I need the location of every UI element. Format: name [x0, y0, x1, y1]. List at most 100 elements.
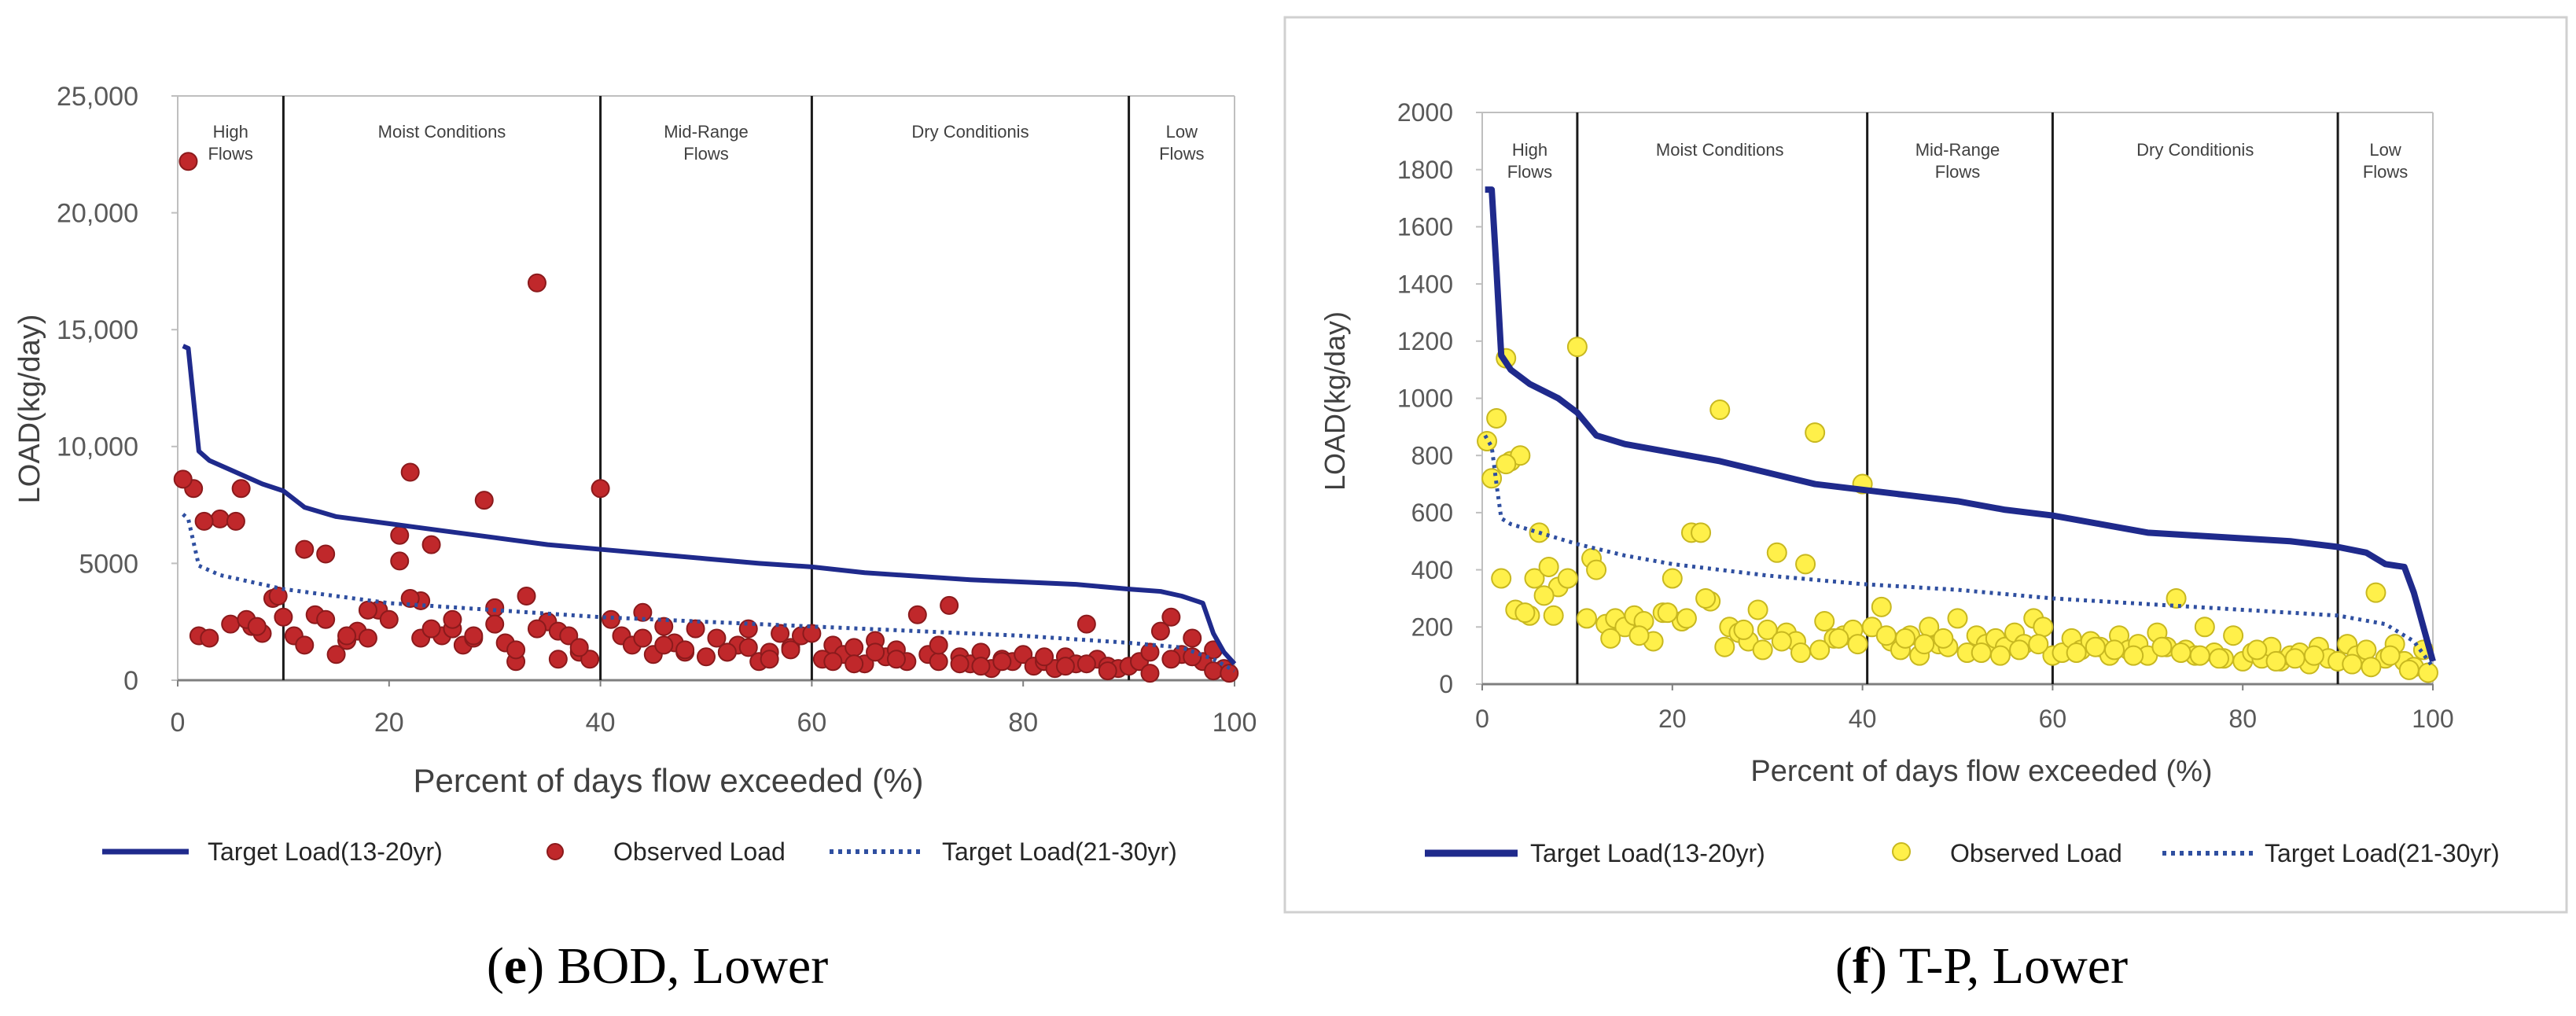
target-load-21-30yr-line — [1483, 434, 2435, 668]
observed-load-point — [1533, 585, 1555, 606]
y-tick-label: 1200 — [1397, 327, 1453, 355]
target-load-13-20yr-line — [1485, 186, 2436, 662]
observed-load-point — [316, 544, 336, 564]
caption-letter-e: e — [504, 937, 527, 995]
y-tick-label: 1000 — [1397, 385, 1453, 413]
observed-load-point — [1971, 642, 1992, 664]
legend-marker-swatch-f — [1892, 842, 1911, 861]
y-tick-label: 20,000 — [57, 199, 138, 229]
observed-load-point — [2265, 650, 2287, 672]
observed-load-point — [781, 640, 800, 660]
observed-load-point — [1676, 608, 1697, 629]
x-axis-title-f: Percent of days flow exceeded (%) — [1750, 755, 2212, 788]
observed-load-point — [1076, 654, 1096, 674]
observed-load-point — [1733, 619, 1754, 640]
chart-panel-e: 0 5000 10,000 15,000 20,000 25,000 0 20 40 60 80 10… — [13, 82, 1257, 995]
y-tick-label: 1800 — [1397, 156, 1453, 184]
observed-load-point — [379, 609, 399, 629]
observed-load-point — [1543, 605, 1564, 626]
observed-load-point — [358, 600, 377, 620]
observed-load-point — [845, 654, 864, 674]
observed-load-point — [1514, 602, 1536, 624]
observed-load-point — [760, 650, 779, 669]
observed-load-point — [316, 609, 336, 629]
observed-load-point — [569, 638, 589, 657]
observed-load-point — [358, 628, 377, 648]
observed-load-point — [485, 598, 505, 617]
observed-load-point — [400, 462, 420, 482]
observed-load-point — [295, 539, 315, 559]
observed-load-point — [390, 525, 410, 545]
observed-load-point — [1871, 596, 1892, 617]
observed-load-point — [527, 273, 546, 293]
observed-load-point — [2365, 582, 2386, 603]
y-tick-label: 2000 — [1397, 98, 1453, 127]
observed-load-point — [2189, 645, 2210, 666]
observed-load-point — [1220, 664, 1239, 683]
x-tick-label: 0 — [1475, 705, 1489, 733]
y-tick-label: 15,000 — [57, 315, 138, 345]
observed-load-point — [173, 469, 193, 489]
observed-load-point — [686, 619, 705, 639]
observed-load-point — [178, 152, 198, 171]
flow-zone-label: Moist Conditions — [378, 122, 506, 142]
observed-load-point — [194, 511, 214, 531]
y-tick-label: 400 — [1411, 556, 1453, 584]
observed-load-point — [1055, 657, 1075, 676]
legend-label-target-13-20-e: Target Load(13-20yr) — [208, 837, 443, 866]
observed-load-point — [474, 491, 494, 510]
observed-load-point — [268, 587, 288, 606]
observed-load-point — [738, 638, 758, 657]
observed-load-point — [1895, 628, 1916, 649]
observed-load-point — [1771, 631, 1792, 652]
observed-load-point — [2356, 639, 2377, 661]
observed-load-point — [1600, 628, 1621, 649]
observed-load-point — [1557, 568, 1578, 589]
observed-load-point — [802, 624, 822, 643]
observed-load-point — [247, 617, 267, 636]
observed-load-point — [1576, 608, 1597, 629]
observed-load-point — [1204, 661, 1224, 681]
observed-load-point — [2151, 636, 2173, 657]
caption-f: (f) T-P, Lower — [1835, 937, 2128, 995]
legend-f: Target Load(13-20yr) Observed Load Targe… — [1425, 839, 2500, 867]
observed-load-point — [2033, 617, 2054, 638]
observed-load-point — [823, 652, 843, 672]
x-tick-label: 40 — [586, 708, 616, 738]
x-tick-label: 0 — [171, 708, 186, 738]
observed-load-point — [2247, 639, 2268, 661]
observed-load-point — [907, 605, 927, 624]
observed-load-point — [971, 657, 991, 676]
legend-e: Target Load(13-20yr) Observed Load Targe… — [102, 837, 1177, 866]
legend-label-observed-f: Observed Load — [1950, 839, 2122, 867]
observed-load-point — [464, 626, 484, 646]
legend-marker-swatch-e — [546, 843, 564, 860]
caption-text-f: ) T-P, Lower — [1870, 937, 2128, 995]
observed-load-point — [1477, 431, 1498, 452]
x-tick-label: 40 — [1849, 705, 1877, 733]
observed-load-point — [591, 479, 610, 499]
observed-load-point — [580, 650, 600, 669]
observed-load-point — [443, 609, 462, 629]
observed-load-point — [1481, 468, 1503, 489]
observed-load-point — [1809, 639, 1831, 661]
observed-load-point — [1183, 628, 1202, 648]
observed-load-point — [1828, 628, 1849, 649]
observed-load-point — [1790, 642, 1812, 664]
observed-load-point — [527, 619, 546, 639]
observed-load-point — [675, 640, 695, 660]
flow-zone-label: Low Flows — [1159, 122, 1204, 164]
observed-load-point — [2303, 645, 2324, 666]
observed-load-point — [866, 642, 885, 662]
y-tick-label: 1600 — [1397, 213, 1453, 241]
observed-load-point — [1657, 602, 1678, 624]
observed-load-point — [929, 652, 948, 672]
observed-load-point — [2361, 657, 2382, 678]
observed-load-point — [845, 638, 864, 657]
observed-load-point — [1691, 522, 1712, 543]
observed-load-point — [1695, 587, 1717, 609]
observed-load-point — [1161, 650, 1181, 669]
observed-load-point — [2103, 639, 2125, 661]
observed-load-point — [274, 607, 293, 627]
